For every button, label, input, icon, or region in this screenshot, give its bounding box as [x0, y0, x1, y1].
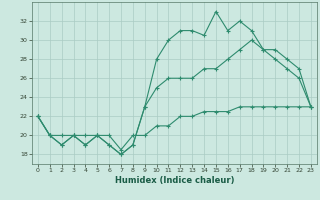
X-axis label: Humidex (Indice chaleur): Humidex (Indice chaleur) — [115, 176, 234, 185]
